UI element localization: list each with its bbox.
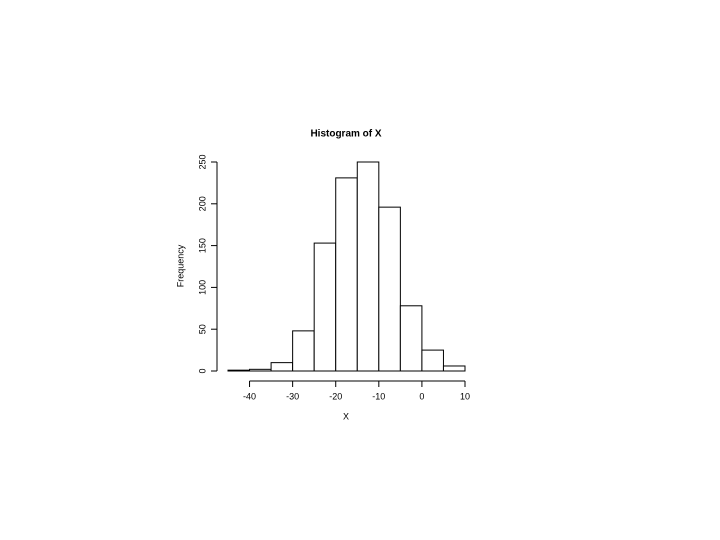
bar	[442, 365, 466, 372]
bar	[313, 242, 337, 372]
bar	[227, 369, 251, 372]
chart-title: Histogram of X	[310, 129, 381, 140]
bar	[335, 177, 358, 372]
y-tick-label: 50	[197, 324, 207, 334]
bar	[249, 368, 272, 372]
y-tick-label: 100	[197, 280, 207, 295]
y-tick-label: 200	[197, 196, 207, 211]
y-axis-label: Frequency	[175, 244, 185, 287]
x-tick-label: 0	[419, 391, 424, 401]
y-tick-label: 250	[197, 154, 207, 169]
x-axis-label: X	[343, 411, 349, 421]
bar	[292, 330, 315, 372]
bar	[378, 206, 401, 372]
bar	[356, 161, 380, 372]
y-tick-label: 0	[197, 368, 207, 373]
x-tick-label: -40	[243, 391, 256, 401]
bar	[399, 305, 423, 372]
x-tick-label: 10	[460, 391, 470, 401]
x-tick-label: -30	[286, 391, 299, 401]
x-tick-label: -10	[372, 391, 385, 401]
bar	[270, 362, 294, 372]
x-tick-label: -20	[329, 391, 342, 401]
y-tick-label: 150	[197, 238, 207, 253]
bar	[421, 349, 444, 372]
